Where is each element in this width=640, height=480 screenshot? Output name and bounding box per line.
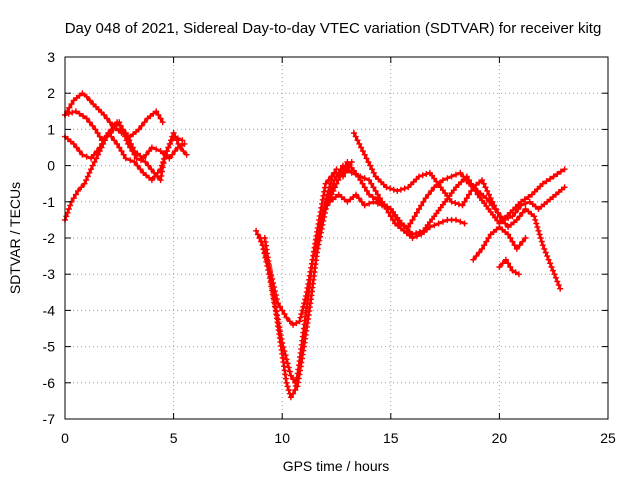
x-tick-label: 5 <box>170 430 178 446</box>
x-tick-label: 15 <box>383 430 399 446</box>
series-trace-2 <box>62 108 186 184</box>
series-trace-10 <box>350 130 564 292</box>
y-tick-label: -3 <box>43 266 56 282</box>
y-tick-label: 0 <box>47 158 55 174</box>
y-tick-label: 2 <box>47 85 55 101</box>
series-markers <box>62 108 186 184</box>
series-line <box>263 164 466 388</box>
y-tick-label: -4 <box>43 302 56 318</box>
series-markers <box>470 224 529 263</box>
series-trace-9 <box>327 169 568 231</box>
y-tick-label: -7 <box>43 411 56 427</box>
y-tick-label: 3 <box>47 49 55 65</box>
x-tick-label: 25 <box>600 430 616 446</box>
x-tick-label: 20 <box>492 430 508 446</box>
series-trace-12 <box>496 256 522 278</box>
series-trace-4 <box>62 130 190 184</box>
series-trace-7 <box>261 162 468 390</box>
series-markers <box>350 130 564 292</box>
chart-title: Day 048 of 2021, Sidereal Day-to-day VTE… <box>65 20 602 37</box>
y-tick-label: -6 <box>43 375 56 391</box>
series-line <box>472 225 527 261</box>
y-tick-label: 1 <box>47 121 55 137</box>
y-axis-label: SDTVAR / TECUs <box>7 182 23 294</box>
series-markers <box>327 169 568 231</box>
y-tick-label: -1 <box>43 194 56 210</box>
y-tick-label: -5 <box>43 339 56 355</box>
series-markers <box>496 256 522 278</box>
series-trace-11 <box>470 224 529 263</box>
series-layer <box>62 90 568 401</box>
series-markers <box>261 162 468 390</box>
x-tick-label: 0 <box>61 430 69 446</box>
x-axis-label: GPS time / hours <box>283 458 390 474</box>
y-tick-label: -2 <box>43 230 56 246</box>
x-tick-label: 10 <box>274 430 290 446</box>
